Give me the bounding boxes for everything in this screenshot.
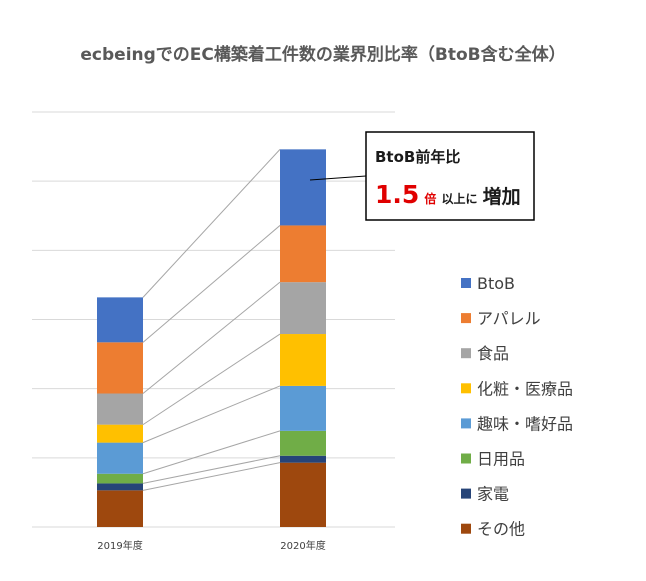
- x-tick-label: 2020年度: [280, 539, 325, 552]
- legend-label: BtoB: [477, 274, 515, 293]
- bar-segment: [97, 490, 143, 527]
- legend-label: 食品: [477, 344, 509, 363]
- bars: [97, 149, 326, 527]
- x-tick-label: 2019年度: [97, 539, 142, 552]
- chart-title: ecbeingでのEC構築着工件数の業界別比率（BtoB含む全体）: [80, 44, 565, 65]
- connector-line: [142, 149, 281, 298]
- legend-label: 化粧・医療品: [477, 379, 573, 398]
- bar-segment: [97, 424, 143, 443]
- connector-line: [142, 430, 281, 475]
- callout-unit: 倍: [424, 191, 436, 206]
- legend-swatch: [461, 453, 471, 464]
- legend-swatch: [461, 418, 471, 429]
- bar-segment: [280, 149, 326, 226]
- legend-label: 日用品: [477, 450, 525, 469]
- connector-line: [142, 225, 281, 343]
- connector-line: [142, 385, 281, 444]
- callout-line1: BtoB前年比: [375, 148, 460, 166]
- bar-segment: [97, 297, 143, 343]
- callout-mid: 以上に: [442, 191, 478, 206]
- x-axis-tick-labels: 2019年度 2020年度: [97, 539, 325, 552]
- connector-line: [142, 462, 281, 491]
- callout-line2: 1.5 倍 以上に 増加: [375, 180, 521, 209]
- legend-label: アパレル: [477, 309, 541, 328]
- bar-segment: [280, 455, 326, 463]
- bar-segment: [280, 282, 326, 335]
- callout-value: 1.5: [375, 180, 419, 209]
- bar-segment: [280, 430, 326, 456]
- callout: BtoB前年比 1.5 倍 以上に 増加: [309, 131, 535, 221]
- bar-segment: [97, 483, 143, 491]
- bar-segment: [280, 385, 326, 431]
- callout-tail: 増加: [483, 185, 521, 208]
- bar-segment: [97, 342, 143, 394]
- bar-segment: [280, 334, 326, 386]
- legend-label: その他: [477, 520, 525, 539]
- connector-lines: [142, 149, 281, 491]
- connector-line: [142, 333, 281, 426]
- callout-pointer: [309, 175, 367, 181]
- legend-swatch: [461, 488, 471, 499]
- legend-label: 家電: [477, 485, 509, 504]
- bar-segment: [97, 473, 143, 484]
- gridlines: [32, 111, 395, 528]
- legend-swatch: [461, 313, 471, 324]
- connector-line: [142, 281, 281, 394]
- legend-swatch: [461, 348, 471, 359]
- bar-segment: [97, 393, 143, 425]
- callout-box: [365, 131, 535, 221]
- bar-segment: [280, 462, 326, 527]
- legend-swatch: [461, 383, 471, 394]
- legend-swatch: [461, 523, 471, 534]
- legend-label: 趣味・嗜好品: [477, 414, 573, 433]
- bar-segment: [280, 225, 326, 283]
- bar-segment: [97, 442, 143, 474]
- legend-swatch: [461, 278, 471, 288]
- connector-line: [142, 455, 281, 484]
